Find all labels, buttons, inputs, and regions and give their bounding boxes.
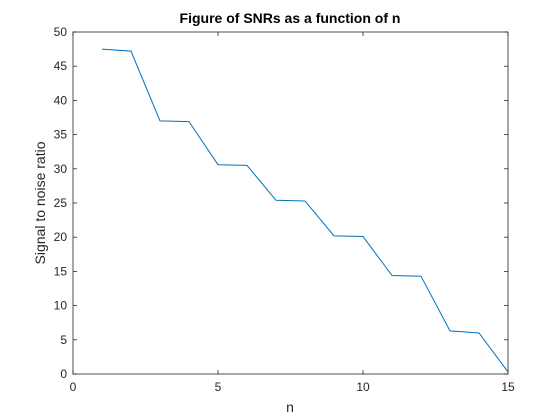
x-axis: 0 5 10 15 (70, 32, 515, 394)
chart-title: Figure of SNRs as a function of n (180, 10, 401, 26)
y-tick-label: 20 (54, 230, 68, 244)
y-axis-label: Signal to noise ratio (32, 141, 48, 264)
y-tick-label: 10 (54, 299, 68, 313)
x-tick-label: 15 (501, 380, 515, 394)
y-tick-label: 45 (54, 59, 68, 73)
x-tick-label: 5 (215, 380, 222, 394)
y-tick-label: 35 (54, 128, 68, 142)
y-tick-label: 25 (54, 196, 68, 210)
series-layer (101, 48, 509, 373)
series-line-0 (101, 48, 509, 373)
y-tick-label: 15 (54, 264, 68, 278)
x-tick-label: 10 (356, 380, 370, 394)
y-axis: 0 5 10 15 20 25 30 35 40 45 50 (54, 25, 508, 381)
plot-area (72, 31, 509, 375)
x-axis-label: n (286, 399, 294, 415)
y-tick-label: 50 (54, 25, 68, 39)
y-tick-label: 30 (54, 162, 68, 176)
y-tick-label: 40 (54, 93, 68, 107)
y-tick-label: 0 (60, 367, 67, 381)
y-tick-label: 5 (60, 333, 67, 347)
x-tick-label: 0 (70, 380, 77, 394)
